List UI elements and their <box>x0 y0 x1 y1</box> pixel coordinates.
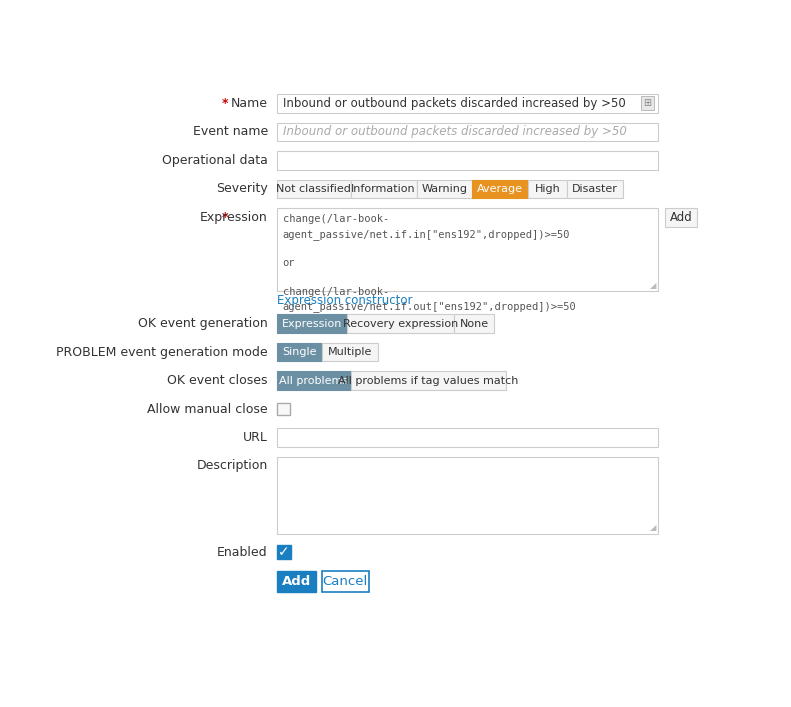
Text: *: * <box>221 211 228 224</box>
Bar <box>277 428 658 447</box>
Text: Average: Average <box>477 184 524 194</box>
Bar <box>277 180 350 198</box>
Text: High: High <box>535 184 561 194</box>
Text: Name: Name <box>231 97 268 110</box>
Text: Recovery expression: Recovery expression <box>343 319 458 329</box>
Text: Cancel: Cancel <box>323 575 368 588</box>
Bar <box>347 315 454 333</box>
Text: Expression: Expression <box>200 211 268 224</box>
Bar <box>277 571 316 592</box>
Text: Warning: Warning <box>422 184 467 194</box>
Text: Severity: Severity <box>216 182 268 195</box>
Bar <box>322 571 369 592</box>
Text: Description: Description <box>197 460 268 472</box>
Bar <box>528 180 567 198</box>
Text: Disaster: Disaster <box>572 184 618 194</box>
Bar <box>277 457 658 534</box>
Text: Not classified: Not classified <box>277 184 351 194</box>
Text: ◢: ◢ <box>649 281 656 290</box>
Bar <box>277 208 658 291</box>
Bar <box>350 371 505 390</box>
Bar <box>277 371 350 390</box>
Bar <box>567 180 623 198</box>
Text: Operational data: Operational data <box>162 154 268 167</box>
Text: Add: Add <box>669 211 692 224</box>
Bar <box>277 94 658 112</box>
Text: OK event generation: OK event generation <box>138 317 268 330</box>
Bar <box>350 180 417 198</box>
Text: Event name: Event name <box>192 125 268 139</box>
Bar <box>642 96 654 110</box>
Text: Information: Information <box>351 184 416 194</box>
Bar <box>277 151 658 170</box>
Text: OK event closes: OK event closes <box>168 374 268 387</box>
Text: Enabled: Enabled <box>218 546 268 559</box>
Bar <box>417 180 472 198</box>
Text: Expression: Expression <box>282 319 343 329</box>
Text: Multiple: Multiple <box>327 347 372 357</box>
Text: None: None <box>460 319 489 329</box>
Text: ⊞: ⊞ <box>644 98 652 108</box>
Text: Add: Add <box>282 575 311 588</box>
Bar <box>277 315 347 333</box>
Text: URL: URL <box>243 431 268 444</box>
Bar <box>277 343 322 361</box>
Bar <box>322 343 378 361</box>
Text: change(/lar-book-
agent_passive/net.if.in["ens192",dropped])>=50

or

change(/la: change(/lar-book- agent_passive/net.if.i… <box>282 214 577 312</box>
Bar <box>277 545 291 559</box>
Bar <box>277 122 658 141</box>
Bar <box>277 403 290 415</box>
Bar <box>472 180 528 198</box>
Text: *: * <box>221 97 228 110</box>
Text: Expression constructor: Expression constructor <box>277 294 413 307</box>
Bar <box>454 315 494 333</box>
Bar <box>664 208 697 226</box>
Text: ◢: ◢ <box>649 523 656 532</box>
Text: All problems: All problems <box>279 375 349 385</box>
Text: ✓: ✓ <box>278 545 290 559</box>
Text: Inbound or outbound packets discarded increased by >50: Inbound or outbound packets discarded in… <box>282 125 626 139</box>
Text: Single: Single <box>282 347 317 357</box>
Text: PROBLEM event generation mode: PROBLEM event generation mode <box>56 346 268 358</box>
Text: Allow manual close: Allow manual close <box>147 402 268 416</box>
Text: Inbound or outbound packets discarded increased by >50: Inbound or outbound packets discarded in… <box>282 97 626 110</box>
Text: All problems if tag values match: All problems if tag values match <box>338 375 518 385</box>
